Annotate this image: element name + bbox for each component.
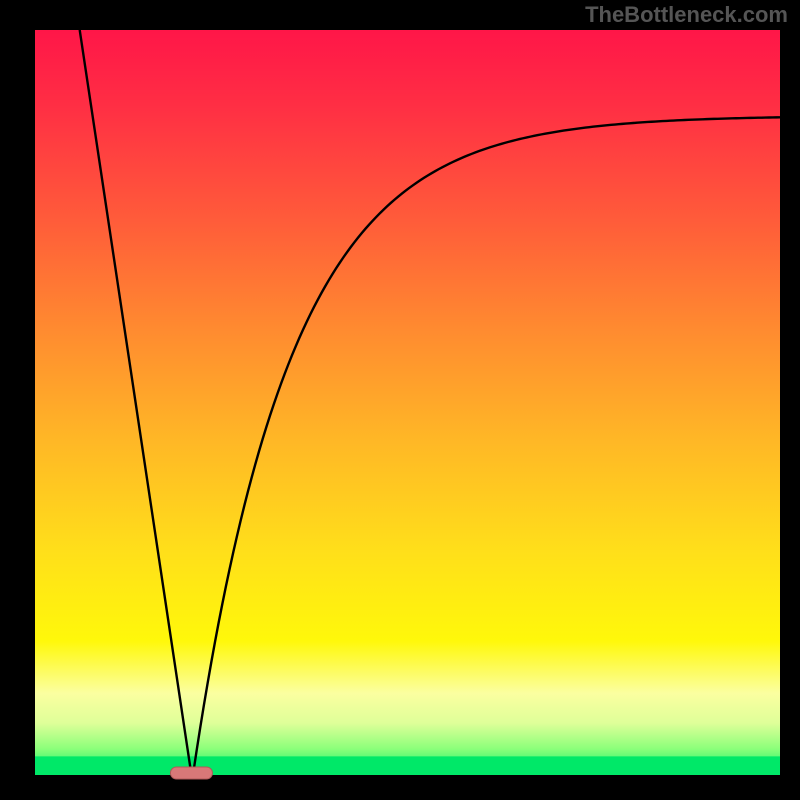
plot-area	[35, 30, 780, 775]
chart-svg	[0, 0, 800, 800]
minimum-marker	[170, 767, 212, 779]
green-band	[35, 756, 780, 775]
watermark-text: TheBottleneck.com	[585, 2, 788, 28]
